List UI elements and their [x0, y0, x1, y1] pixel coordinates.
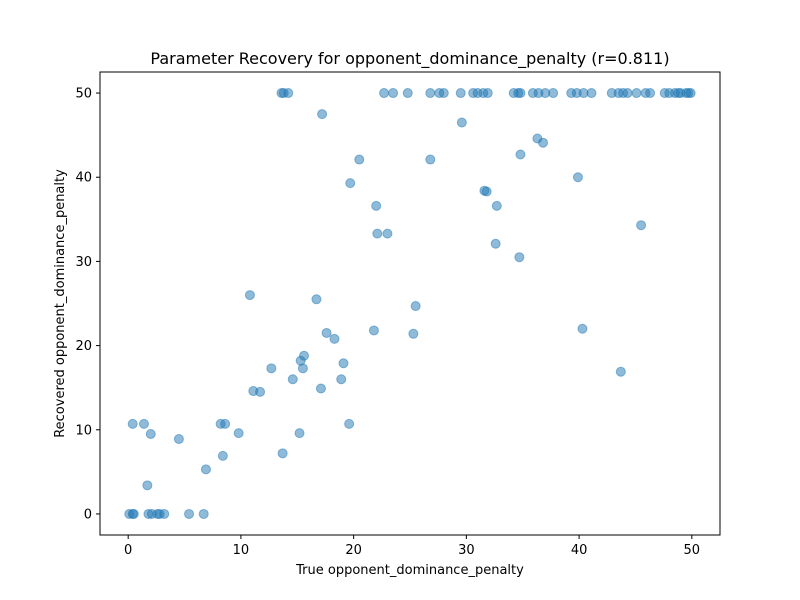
plot-area-frame: [99, 71, 721, 536]
data-point: [379, 88, 390, 99]
data-point: [586, 88, 597, 99]
data-point: [198, 508, 209, 519]
data-point: [200, 464, 211, 475]
data-point: [184, 508, 195, 519]
data-point: [344, 418, 355, 429]
data-point: [220, 418, 231, 429]
data-point: [173, 434, 184, 445]
data-point: [368, 325, 379, 336]
data-point: [336, 374, 347, 385]
data-point: [372, 228, 383, 239]
x-tick-label: 40: [571, 543, 588, 558]
y-tick-label: 40: [75, 171, 92, 186]
data-point: [577, 323, 588, 334]
y-tick-label: 50: [75, 87, 92, 102]
x-axis: 0 10 20 30 40 50: [124, 535, 700, 558]
data-point: [283, 88, 294, 99]
data-point: [538, 137, 549, 148]
data-point: [455, 88, 466, 99]
data-point: [636, 220, 647, 231]
y-tick-label: 10: [75, 423, 92, 438]
data-point: [255, 386, 266, 397]
data-point: [217, 450, 228, 461]
y-axis: 0 10 20 30 40 50: [75, 87, 100, 522]
data-point: [145, 428, 156, 439]
y-tick-label: 0: [84, 507, 92, 522]
data-point: [491, 200, 502, 211]
data-point: [490, 238, 501, 249]
data-point: [244, 290, 255, 301]
x-tick-label: 0: [124, 543, 132, 558]
data-point: [425, 154, 436, 165]
data-point: [138, 418, 149, 429]
x-tick-label: 50: [684, 543, 701, 558]
data-point: [408, 328, 419, 339]
data-point: [371, 200, 382, 211]
data-point: [622, 88, 633, 99]
data-point: [514, 252, 525, 263]
data-point: [388, 88, 399, 99]
data-point: [481, 186, 492, 197]
data-point: [299, 350, 310, 361]
points-layer: [124, 88, 696, 519]
data-point: [572, 172, 583, 183]
x-axis-label: True opponent_dominance_penalty: [295, 563, 524, 578]
data-point: [127, 418, 138, 429]
data-point: [311, 294, 322, 305]
data-point: [515, 149, 526, 160]
data-point: [294, 428, 305, 439]
x-tick-label: 30: [458, 543, 475, 558]
data-point: [685, 88, 696, 99]
data-point: [338, 358, 349, 369]
data-point: [456, 117, 467, 128]
x-tick-label: 20: [345, 543, 362, 558]
data-point: [315, 383, 326, 394]
data-point: [425, 88, 436, 99]
x-tick-label: 10: [233, 543, 250, 558]
data-point: [631, 88, 642, 99]
data-point: [402, 88, 413, 99]
data-point: [354, 154, 365, 165]
data-point: [438, 88, 449, 99]
data-point: [645, 88, 656, 99]
data-point: [329, 333, 340, 344]
data-point: [548, 88, 559, 99]
data-point: [277, 448, 288, 459]
data-point: [317, 109, 328, 120]
data-point: [482, 88, 493, 99]
y-axis-label: Recovered opponent_dominance_penalty: [53, 169, 68, 438]
data-point: [287, 374, 298, 385]
chart-title: Parameter Recovery for opponent_dominanc…: [150, 49, 669, 69]
data-point: [345, 178, 356, 189]
data-point: [159, 508, 170, 519]
data-point: [128, 508, 139, 519]
y-tick-label: 20: [75, 339, 92, 354]
data-point: [410, 301, 421, 312]
data-point: [266, 363, 277, 374]
data-point: [515, 88, 526, 99]
data-point: [382, 228, 393, 239]
data-point: [297, 363, 308, 374]
data-point: [142, 480, 153, 491]
data-point: [615, 366, 626, 377]
data-point: [321, 327, 332, 338]
data-point: [233, 428, 244, 439]
y-tick-label: 30: [75, 255, 92, 270]
